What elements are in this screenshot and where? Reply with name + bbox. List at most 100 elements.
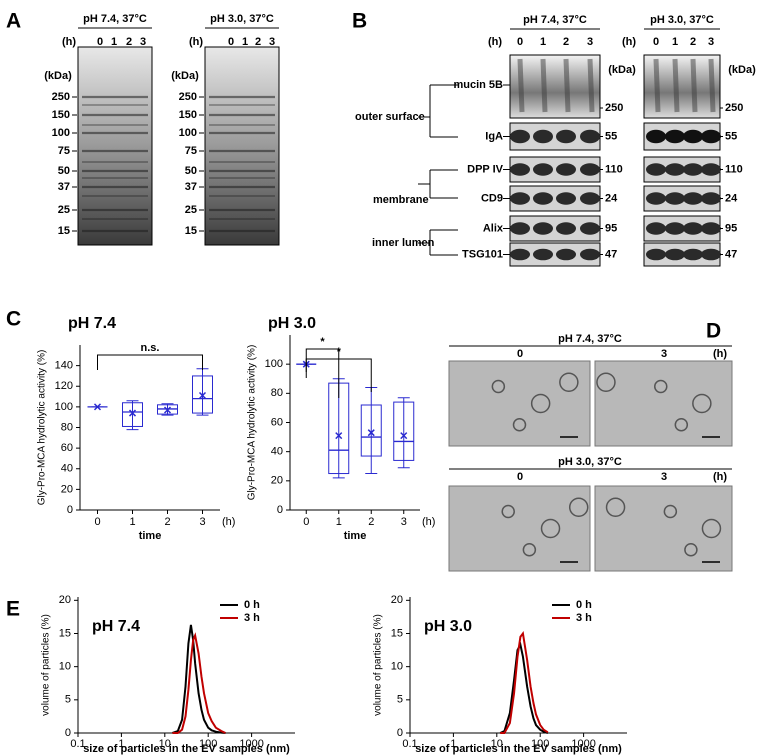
y-tick-label: 40 xyxy=(61,463,73,475)
x-tick-label: 1000 xyxy=(239,738,263,750)
blot-band xyxy=(533,129,553,144)
hours-unit: (h) xyxy=(62,36,76,48)
blot-band xyxy=(683,192,703,205)
legend-label: 3 h xyxy=(244,612,260,624)
kda-label: 95 xyxy=(725,222,737,234)
x-tick-label: 0 xyxy=(94,516,100,528)
blot-band xyxy=(683,222,703,235)
marker-label: 100 xyxy=(52,127,70,139)
gel-image xyxy=(204,46,280,246)
blot-band xyxy=(510,192,530,205)
whisker-cap xyxy=(397,397,410,469)
y-tick-label: 20 xyxy=(391,594,403,606)
x-tick-label: 1 xyxy=(129,516,135,528)
blot-band xyxy=(510,248,530,261)
mean-marker xyxy=(335,432,343,440)
lane-label: 3 xyxy=(587,36,593,48)
x-unit: (h) xyxy=(422,516,435,528)
vesicle xyxy=(559,372,579,392)
lane-label: 0 xyxy=(517,36,523,48)
blot-band xyxy=(701,163,721,176)
box xyxy=(192,375,213,414)
group-label: outer surface xyxy=(355,111,425,123)
blot-band xyxy=(646,192,666,205)
marker-label: 250 xyxy=(179,91,197,103)
mean-marker xyxy=(128,409,137,417)
kda-unit: (kDa) xyxy=(608,64,636,76)
x-axis-label: time xyxy=(139,530,162,542)
y-tick-label: 0 xyxy=(65,727,71,739)
micrograph-title: pH 3.0, 37°C xyxy=(558,456,622,468)
box xyxy=(393,401,415,461)
marker-label: 50 xyxy=(185,165,197,177)
micrograph xyxy=(448,360,591,447)
y-tick-label: 5 xyxy=(397,694,403,706)
kda-label: 24 xyxy=(605,192,618,204)
y-tick-label: 20 xyxy=(271,475,283,487)
group-label: inner lumen xyxy=(372,237,435,249)
vesicle xyxy=(701,518,722,539)
marker-label: 50 xyxy=(58,165,70,177)
blot-band xyxy=(556,163,576,176)
blot-band xyxy=(683,129,703,144)
blot-band xyxy=(708,58,716,113)
blot-title: pH 3.0, 37°C xyxy=(650,14,714,26)
blot-band xyxy=(580,248,600,261)
marker-label: 75 xyxy=(185,145,197,157)
whisker-cap xyxy=(161,403,174,416)
y-tick-label: 20 xyxy=(59,594,71,606)
marker-label: 15 xyxy=(58,225,70,237)
marker-label: 100 xyxy=(179,127,197,139)
blot-band xyxy=(665,192,685,205)
box xyxy=(360,404,382,457)
blot-band xyxy=(665,163,685,176)
marker-label: 150 xyxy=(52,109,70,121)
y-tick-label: 10 xyxy=(391,661,403,673)
marker-label: 15 xyxy=(185,225,197,237)
x-tick-label: 0 xyxy=(303,516,309,528)
blot-band xyxy=(556,248,576,261)
significance-bracket xyxy=(305,358,372,392)
time-label: 0 xyxy=(517,348,523,360)
lane-label: 1 xyxy=(540,36,546,48)
blot-band xyxy=(533,222,553,235)
lane-label: 3 xyxy=(269,36,275,48)
size-curve xyxy=(499,641,549,734)
kda-label: 110 xyxy=(725,163,743,175)
marker-label: 250 xyxy=(52,91,70,103)
chart-title: pH 3.0 xyxy=(268,315,316,332)
kda-label: 250 xyxy=(605,102,623,114)
time-label: 0 xyxy=(517,471,523,483)
mean-marker xyxy=(400,432,408,440)
protein-label: DPP IV xyxy=(467,163,504,175)
significance-bracket xyxy=(97,354,203,370)
blot-band xyxy=(580,192,600,205)
lane-label: 1 xyxy=(672,36,678,48)
x-tick-label: 10 xyxy=(159,738,171,750)
x-axis-label: size of particles in the EV samples (nm) xyxy=(415,743,622,755)
vesicle xyxy=(674,418,689,432)
x-tick-label: 1 xyxy=(118,738,124,750)
vesicle xyxy=(540,518,561,539)
y-tick-label: 15 xyxy=(391,627,403,639)
x-tick-label: 3 xyxy=(401,516,407,528)
blot-band xyxy=(580,222,600,235)
lane-label: 0 xyxy=(97,36,103,48)
time-label: 3 xyxy=(661,348,667,360)
marker-label: 37 xyxy=(58,181,70,193)
kda-label: 24 xyxy=(725,192,738,204)
size-curve xyxy=(172,632,226,734)
blot-band xyxy=(556,129,576,144)
blot-band xyxy=(563,58,571,113)
blot-band xyxy=(683,163,703,176)
x-tick-label: 1000 xyxy=(571,738,595,750)
x-tick-label: 2 xyxy=(368,516,374,528)
y-axis-label: Gly-Pro-MCA hydrolytic activity (%) xyxy=(37,350,48,506)
chart-title: pH 7.4 xyxy=(68,315,116,332)
kda-unit: (kDa) xyxy=(44,70,72,82)
y-tick-label: 100 xyxy=(265,358,283,370)
blot-band xyxy=(533,192,553,205)
chart-title: pH 7.4 xyxy=(92,618,140,635)
group-label: membrane xyxy=(373,194,429,206)
